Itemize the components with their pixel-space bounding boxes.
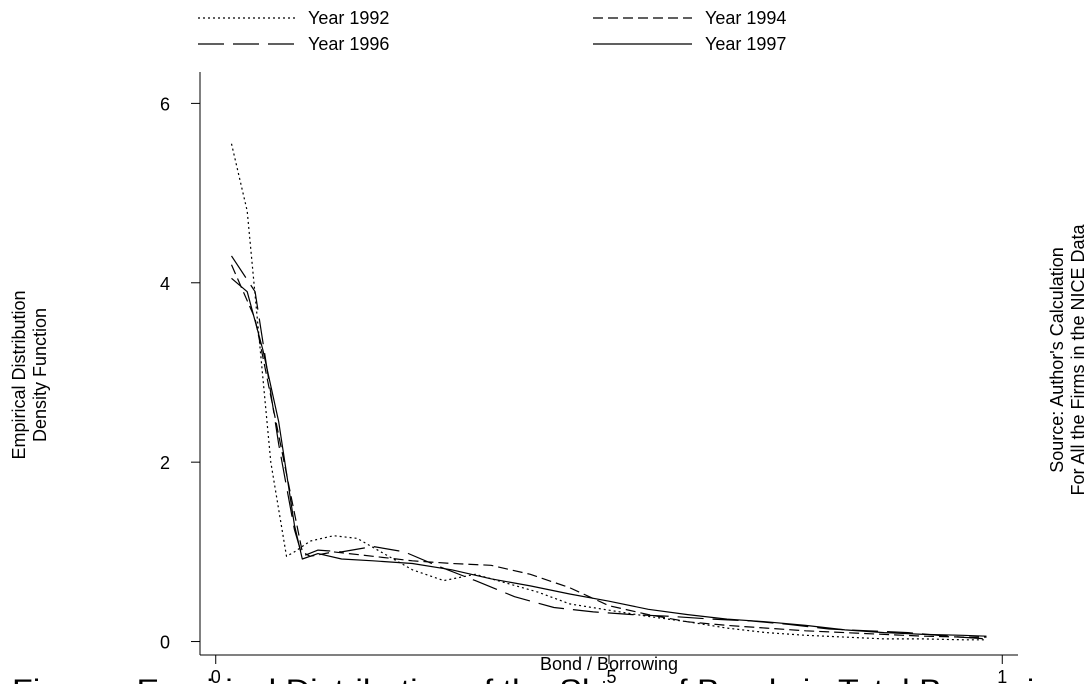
legend: Year 1992 Year 1994 Year 1996 Year 1997 <box>198 8 786 54</box>
y-tick-label: 0 <box>160 633 170 653</box>
x-tick-label: .5 <box>601 667 616 684</box>
series-line-year-1997 <box>231 277 987 637</box>
x-tick-label: 1 <box>997 667 1007 684</box>
y-axis-title-line-1: Empirical Distribution <box>9 290 29 459</box>
y-axis-title-line-2: Density Function <box>30 308 50 442</box>
series-line-year-1994 <box>230 264 987 638</box>
axes <box>199 72 1018 656</box>
figure-caption: Figure . Empirical Distribution of the S… <box>12 674 1072 684</box>
series-line-year-1996 <box>230 255 987 640</box>
source-note-line-2: For All the Firms in the NICE Data <box>1068 223 1088 495</box>
legend-label-year-1997: Year 1997 <box>705 34 786 54</box>
y-tick-label: 2 <box>160 453 170 473</box>
y-tick-label: 6 <box>160 94 170 114</box>
legend-label-year-1994: Year 1994 <box>705 8 786 28</box>
y-tick-label: 4 <box>160 274 170 294</box>
plot-area <box>230 143 987 641</box>
legend-label-year-1996: Year 1996 <box>308 34 389 54</box>
legend-label-year-1992: Year 1992 <box>308 8 389 28</box>
source-note-line-1: Source: Author's Calculation <box>1047 247 1067 473</box>
tick-marks: 0 2 4 6 0 .5 1 <box>160 94 1007 684</box>
x-axis-title: Bond / Borrowing <box>540 654 678 674</box>
series-line-year-1992 <box>230 143 987 641</box>
x-tick-label: 0 <box>211 667 221 684</box>
